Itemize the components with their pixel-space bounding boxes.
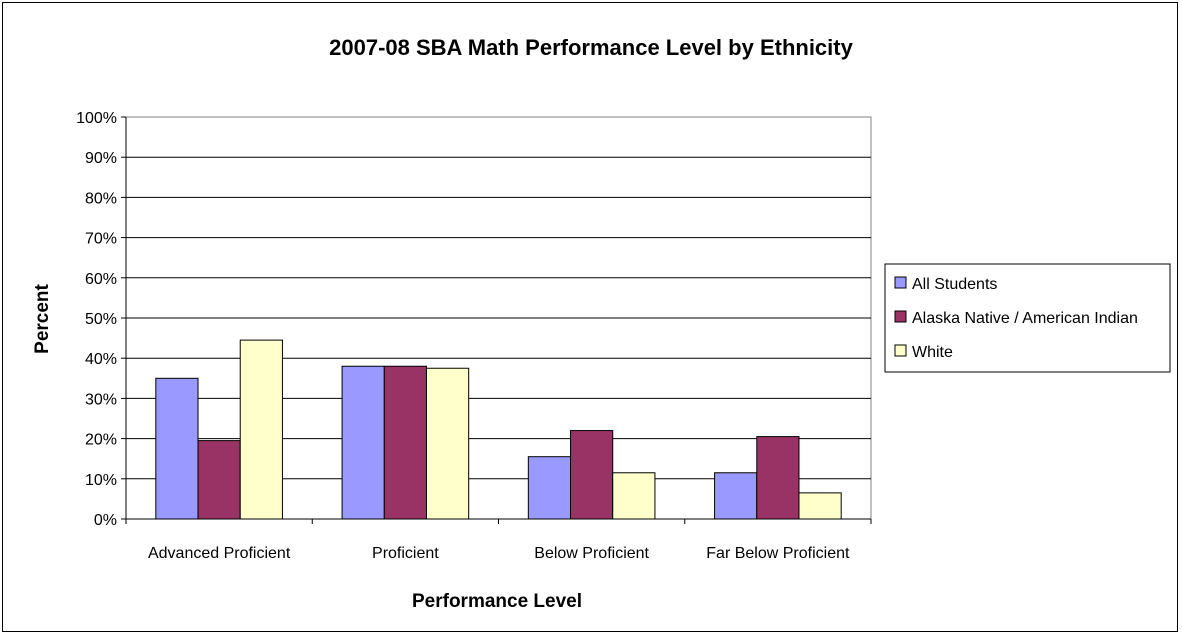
y-axis-title: Percent	[32, 283, 53, 353]
bar	[197, 440, 241, 520]
y-tick-label: 0%	[94, 512, 117, 529]
y-tick-label: 70%	[85, 231, 117, 248]
legend-label: All Students	[912, 276, 997, 293]
y-tick-label: 90%	[85, 150, 117, 167]
bar	[612, 472, 656, 520]
bar	[527, 456, 572, 520]
x-axis-title: Performance Level	[412, 591, 582, 612]
x-category-label: Below Proficient	[534, 545, 649, 562]
bar	[383, 365, 427, 520]
legend: All Students Alaska Native / American Ind…	[884, 263, 1171, 373]
x-category-label: Advanced Proficient	[148, 545, 291, 562]
bar	[570, 430, 614, 520]
legend-label: White	[912, 344, 953, 361]
axes: 0% 10% 20% 30% 40% 50% 60% 70% 80% 90% 100% Advance…	[76, 110, 872, 562]
y-tick-label: 30%	[85, 391, 117, 408]
bar	[341, 365, 385, 520]
bar	[714, 472, 758, 520]
y-tick-label: 80%	[85, 190, 117, 207]
legend-swatch	[894, 276, 907, 289]
y-tick-label: 100%	[76, 110, 117, 127]
bar	[798, 492, 842, 520]
bars	[155, 339, 842, 520]
legend-box	[884, 263, 1171, 373]
x-category-label: Far Below Proficient	[706, 545, 850, 562]
legend-swatch	[894, 344, 907, 357]
y-tick-label: 50%	[85, 311, 117, 328]
y-tick-label: 20%	[85, 432, 117, 449]
bar	[425, 367, 470, 520]
y-tick-label: 40%	[85, 351, 117, 368]
legend-swatch	[894, 310, 907, 323]
chart-title: 2007-08 SBA Math Performance Level by Et…	[329, 35, 853, 60]
legend-label: Alaska Native / American Indian	[912, 310, 1138, 327]
bar	[155, 377, 199, 520]
y-tick-label: 10%	[85, 472, 117, 489]
bar	[756, 436, 800, 520]
bar	[239, 339, 283, 520]
y-tick-label: 60%	[85, 271, 117, 288]
x-category-label: Proficient	[372, 545, 439, 562]
